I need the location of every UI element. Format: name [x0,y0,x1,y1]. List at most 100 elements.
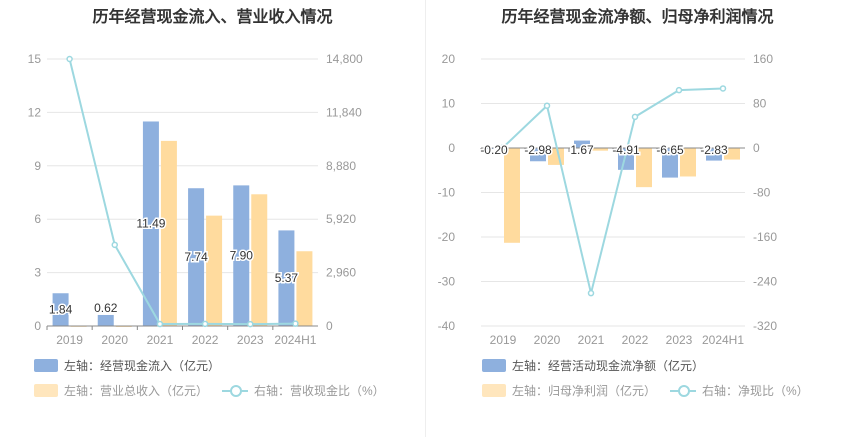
left-axis-tick-label: 0 [448,141,455,155]
net-cashflow-profit-chart: -40 -320 -30 -240 -20 -160 -10 -80 0 0 10 80 20 160 20… [438,52,778,347]
bar-series-1 [188,188,205,326]
legend-label-net-cashflow: 左轴：经营活动现金流净额（亿元） [512,359,705,373]
data-label: -2.98 [524,143,552,157]
legend-label-net-cash-ratio: 右轴：净现比（%） [702,384,809,398]
legend-label-inflow: 左轴：经营现金流入（亿元） [64,359,221,373]
line-point [675,86,683,94]
chart-title-left: 历年经营现金流入、营业收入情况 [92,7,333,26]
legend-swatch-inflow [34,359,58,372]
line-point [66,55,73,63]
panel-divider [425,0,426,437]
left-axis-tick-label: 6 [34,212,41,226]
left-axis-tick-label: -40 [438,319,456,333]
x-axis-category-label: 2020 [534,333,561,347]
x-axis-category-label: 2022 [192,333,219,347]
data-label: 11.49 [136,217,165,231]
bar-series-2 [504,148,520,243]
legend-item-net-cashflow[interactable]: 左轴：经营活动现金流净额（亿元） [482,357,704,374]
legend-row-right-1: 左轴：经营活动现金流净额（亿元） [482,357,718,374]
left-axis-tick-label: 10 [442,97,456,111]
x-axis-category-label: 2021 [578,333,605,347]
bar-series-2 [724,148,740,160]
bar-series-1 [97,314,114,326]
right-axis-tick-label: 80 [753,97,767,111]
legend-item-revenue[interactable]: 左轴：营业总收入（亿元） [34,382,208,399]
left-axis-tick-label: 9 [34,159,41,173]
bar-series-1 [574,140,590,148]
bar-series-2 [296,251,313,326]
data-label: 7.90 [230,249,254,263]
legend-swatch-net-cashflow [482,359,506,372]
left-axis-tick-label: -10 [438,186,456,200]
bar-series-2 [592,148,608,151]
x-axis-category-label: 2023 [666,333,693,347]
legend-row-left-1: 左轴：经营现金流入（亿元） [34,357,234,374]
left-axis-tick-label: 3 [34,266,41,280]
data-label: -6.65 [656,143,684,157]
right-axis-tick-label: -160 [753,230,777,244]
left-axis-tick-label: -20 [438,230,456,244]
x-axis-category-label: 2024H1 [274,333,316,347]
line-point [111,241,118,249]
bar-series-1 [52,293,69,326]
x-axis-category-label: 2019 [490,333,517,347]
legend-label-revenue: 左轴：营业总收入（亿元） [64,384,209,398]
line-series [502,87,724,294]
right-axis-tick-label: 8,880 [326,159,356,173]
data-label: 1.67 [570,143,594,157]
left-axis-tick-label: 12 [28,105,42,119]
right-axis-tick-label: 0 [753,141,760,155]
bar-series-1 [278,230,295,326]
x-axis-category-label: 2021 [147,333,174,347]
legend-item-net-cash-ratio[interactable]: 右轴：净现比（%） [670,382,809,399]
bar-series-2 [251,194,268,326]
bar-series-1 [530,148,546,162]
left-axis-tick-label: 15 [28,52,42,66]
legend-item-net-profit[interactable]: 左轴：归母净利润（亿元） [482,382,656,399]
line-point [543,102,551,109]
data-label: -4.91 [612,143,640,157]
left-axis-tick-label: -30 [438,275,456,289]
chart-title-right: 历年经营现金流净额、归母净利润情况 [501,7,774,26]
legend-label-net-profit: 左轴：归母净利润（亿元） [512,384,657,398]
right-axis-tick-label: 5,920 [326,212,356,226]
legend-item-inflow[interactable]: 左轴：经营现金流入（亿元） [34,357,220,374]
line-point [631,113,639,121]
x-axis-category-label: 2023 [237,333,264,347]
bar-series-1 [618,148,634,170]
legend-swatch-revenue [34,384,58,397]
net-cashflow-panel: 历年经营现金流净额、归母净利润情况 -40 -320 -30 -240 -20 -160 -… [425,0,850,437]
x-axis-category-label: 2020 [101,333,128,347]
x-axis-category-label: 2019 [56,333,83,347]
right-axis-tick-label: 14,800 [326,52,363,66]
bar-series-1 [233,185,250,326]
data-label: -2.83 [700,143,728,157]
data-label: -0.20 [480,143,508,157]
right-axis-tick-label: -320 [753,319,777,333]
bar-series-2 [636,148,652,188]
cashflow-inflow-panel: 历年经营现金流入、营业收入情况 0 0 3 2,960 6 5,920 9 8,880 12 11… [28,7,385,399]
data-label: 7.74 [184,250,208,264]
legend-item-cash-ratio[interactable]: 右轴：营收现金比（%） [222,382,385,399]
legend-label-cash-ratio: 右轴：营收现金比（%） [254,384,385,398]
line-point [156,320,164,328]
line-point [292,320,299,327]
right-axis-tick-label: 2,960 [326,266,356,280]
inflow-revenue-chart: 0 0 3 2,960 6 5,920 9 8,880 12 11,840 15 14,800 2019… [28,52,363,347]
legend-line-icon [222,384,249,397]
line-point [201,320,209,328]
bar-series-1 [662,148,678,178]
right-axis-tick-label: 0 [326,319,333,333]
data-label: 5.37 [275,271,299,285]
right-axis-tick-label: -240 [753,275,777,289]
right-axis-tick-label: 160 [753,52,773,66]
line-point [719,85,727,92]
line-point [587,289,595,297]
legend-swatch-net-profit [482,384,506,397]
bar-series-2 [680,148,696,177]
x-axis-category-label: 2022 [622,333,649,347]
data-label: 0.62 [94,301,118,315]
line-point [247,320,254,328]
legend-row-right-2: 左轴：归母净利润（亿元） 右轴：净现比（%） [482,382,823,399]
